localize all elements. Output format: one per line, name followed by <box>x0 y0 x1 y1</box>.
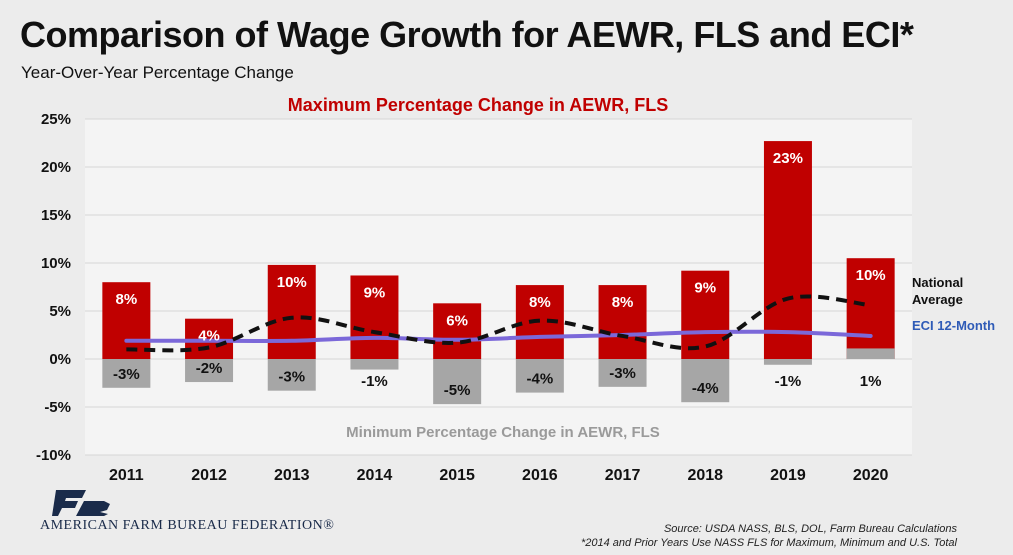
chart-subtitle: Year-Over-Year Percentage Change <box>21 63 294 82</box>
min-value-label: 1% <box>860 373 882 390</box>
max-value-label: 10% <box>277 274 307 291</box>
x-tick-label: 2017 <box>605 467 641 484</box>
min-value-label: -1% <box>361 373 388 390</box>
min-bar <box>515 359 564 393</box>
max-value-label: 23% <box>773 150 803 167</box>
max-bar <box>350 275 399 359</box>
min-value-label: -3% <box>609 365 636 382</box>
y-tick-label: 25% <box>41 111 71 128</box>
min-bar <box>102 359 151 388</box>
min-bar <box>185 359 234 383</box>
x-tick-label: 2014 <box>357 467 393 484</box>
min-value-label: -3% <box>278 369 305 386</box>
max-value-label: 4% <box>198 328 220 345</box>
x-tick-label: 2015 <box>439 467 475 484</box>
y-tick-label: 10% <box>41 255 71 272</box>
min-bar <box>681 359 730 403</box>
max-bar <box>681 270 730 359</box>
max-value-label: 8% <box>116 291 138 308</box>
min-bar <box>763 359 812 365</box>
y-tick-label: -10% <box>36 447 71 464</box>
farm-bureau-logo-icon <box>52 490 110 516</box>
max-bar <box>433 303 482 359</box>
min-value-label: -5% <box>444 382 471 399</box>
min-bar <box>846 348 895 359</box>
national-average-legend-line2: Average <box>912 292 963 307</box>
y-tick-label: 20% <box>41 159 71 176</box>
max-series-annotation: Maximum Percentage Change in AEWR, FLS <box>288 95 668 115</box>
y-tick-label: 0% <box>49 351 71 368</box>
x-tick-label: 2016 <box>522 467 558 484</box>
min-value-label: -4% <box>692 380 719 397</box>
max-bar <box>102 282 151 359</box>
source-line: Source: USDA NASS, BLS, DOL, Farm Bureau… <box>663 523 957 535</box>
min-bar <box>267 359 316 391</box>
eci-legend-label: ECI 12-Month <box>912 318 995 333</box>
source-note: Source: USDA NASS, BLS, DOL, Farm Bureau… <box>581 522 957 550</box>
max-bar <box>846 258 895 359</box>
y-tick-label: 5% <box>49 303 71 320</box>
x-tick-label: 2013 <box>274 467 310 484</box>
min-bar <box>598 359 647 387</box>
max-value-label: 6% <box>446 312 468 329</box>
organization-logo-text: AMERICAN FARM BUREAU FEDERATION® <box>40 518 335 533</box>
min-series-annotation: Minimum Percentage Change in AEWR, FLS <box>346 424 660 441</box>
max-bar <box>267 264 316 359</box>
max-bar <box>763 141 812 359</box>
x-tick-label: 2012 <box>191 467 227 484</box>
national-average-legend-line1: National <box>912 275 963 290</box>
min-value-label: -1% <box>775 373 802 390</box>
min-bar <box>350 359 399 370</box>
min-value-label: -2% <box>196 360 223 377</box>
x-tick-label: 2020 <box>853 467 889 484</box>
chart-title: Comparison of Wage Growth for AEWR, FLS … <box>20 14 914 55</box>
y-tick-label: 15% <box>41 207 71 224</box>
min-bar <box>433 359 482 405</box>
x-tick-label: 2019 <box>770 467 806 484</box>
footnote-line: *2014 and Prior Years Use NASS FLS for M… <box>581 537 957 549</box>
max-value-label: 9% <box>364 284 386 301</box>
max-value-label: 9% <box>694 280 716 297</box>
max-value-label: 8% <box>529 294 551 311</box>
eci-line <box>124 329 873 343</box>
national-average-line <box>126 294 871 353</box>
min-value-label: -4% <box>527 371 554 388</box>
y-tick-label: -5% <box>44 399 71 416</box>
x-tick-label: 2018 <box>687 467 723 484</box>
x-tick-label: 2011 <box>109 467 144 484</box>
max-value-label: 10% <box>856 267 886 284</box>
max-value-label: 8% <box>612 294 634 311</box>
min-value-label: -3% <box>113 366 140 383</box>
max-bar <box>598 285 647 359</box>
